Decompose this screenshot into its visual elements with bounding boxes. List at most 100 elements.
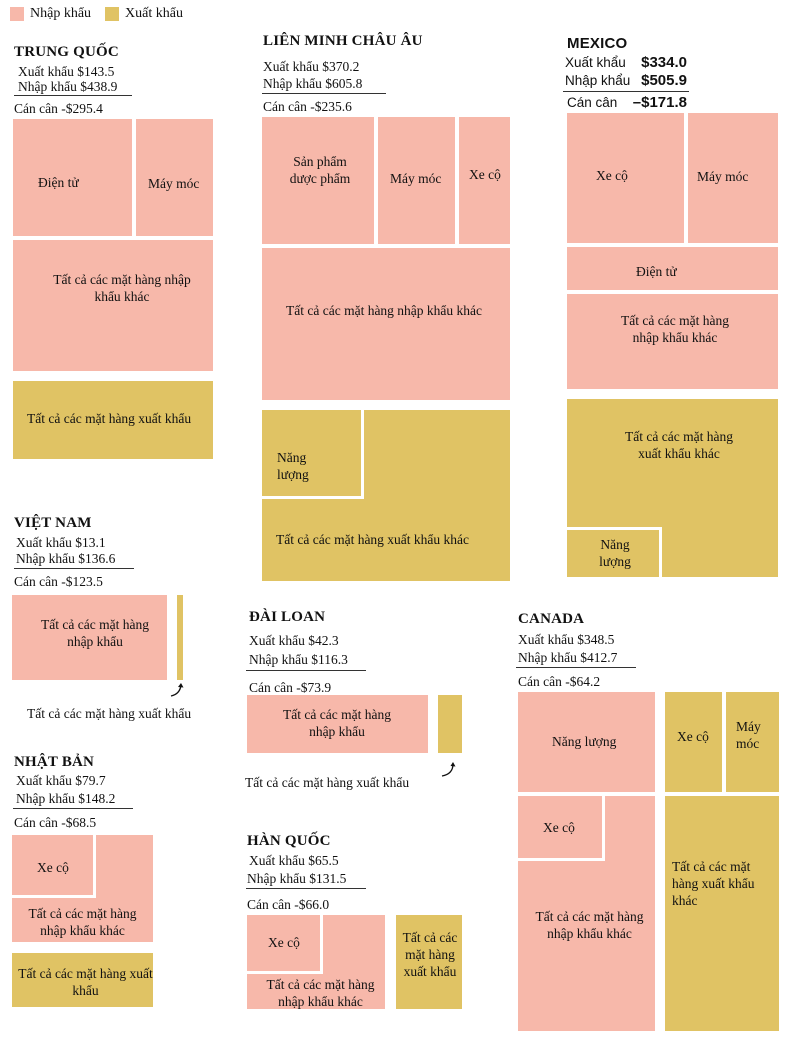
canada-vehicles-imp-rect [518,796,605,861]
mexico-imports-value: $505.9 [641,72,687,89]
canada-other-exports-label: Tất cả các mặt hàng xuất khẩu khác [672,859,755,908]
china-exports: Xuất khẩu $143.5 [18,64,115,79]
canada-imports: Nhập khẩu $412.7 [518,650,618,665]
mexico-machinery-label: Máy móc [697,169,749,184]
legend-export-swatch [105,7,120,21]
eu-exports: Xuất khẩu $370.2 [263,59,360,74]
mexico-other-exports-label: Tất cả các mặt hàng xuất khẩu khác [625,429,733,461]
vietnam-exports-rect [177,595,183,680]
china-balance: Cán cân -$295.4 [14,101,103,116]
canada-vehicles-exp-label: Xe cộ [677,729,709,744]
canada-rule [516,667,636,668]
mexico-title: MEXICO [567,35,628,52]
china-rule [14,95,132,96]
mexico-other-imports-label: Tất cả các mặt hàng nhập khẩu khác [621,313,729,345]
mexico-balance-label: Cán cân [567,95,618,110]
canada-balance: Cán cân -$64.2 [518,674,601,689]
japan-vehicles-rect [12,835,96,898]
mexico-machinery-rect [688,113,778,243]
canada-title: CANADA [518,611,585,627]
japan-title: NHẬT BẢN [14,754,95,770]
mexico-exports: Xuất khẩu $334.0 [565,54,687,71]
mexico-other-imports-rect [567,294,778,389]
taiwan-balance: Cán cân -$73.9 [249,680,332,695]
taiwan-imports: Nhập khẩu $116.3 [249,652,348,667]
taiwan-exports: Xuất khẩu $42.3 [249,633,339,648]
korea-exports: Xuất khẩu $65.5 [249,853,339,868]
canada-vehicles-exp-rect [665,692,722,792]
vietnam-exports-label: Tất cả các mặt hàng xuất khẩu [27,706,192,721]
eu-balance: Cán cân -$235.6 [263,99,352,114]
legend-import-label: Nhập khẩu [30,6,92,21]
vietnam-imports: Nhập khẩu $136.6 [16,551,116,566]
legend-export: Xuất khẩu [105,6,183,22]
china-title: TRUNG QUỐC [14,44,119,60]
eu-energy-rect [262,410,364,499]
korea-title: HÀN QUỐC [247,833,331,849]
legend-export-label: Xuất khẩu [125,6,183,21]
eu-other-imports-label: Tất cả các mặt hàng nhập khẩu khác [286,303,483,318]
vietnam-arrow-icon [170,683,184,697]
korea-vehicles-label: Xe cộ [268,935,300,950]
taiwan-imports-rect [247,695,428,753]
korea-rule [246,888,366,889]
canada-vehicles-imp-label: Xe cộ [543,820,575,835]
korea-exports-rect [396,915,462,1009]
mexico-electronics-label: Điện tử [636,264,677,279]
legend-import: Nhập khẩu [10,6,91,22]
china-imports: Nhập khẩu $438.9 [18,79,118,94]
canada-machinery-rect [726,692,779,792]
legend: Nhập khẩu Xuất khẩu [10,6,197,22]
china-other-imports-rect [13,240,213,371]
taiwan-title: ĐÀI LOAN [249,609,326,625]
china-machinery-rect [136,119,213,236]
korea-balance: Cán cân -$66.0 [247,897,330,912]
eu-energy-label: Năng lượng [277,450,309,482]
china-electronics-rect [13,119,132,236]
canada-machinery-label: Máy móc [736,719,761,751]
mexico-imports: Nhập khẩu $505.9 [565,72,687,89]
mexico-balance-value: –$171.8 [632,94,687,111]
vietnam-rule [14,568,134,569]
japan-vehicles-label: Xe cộ [37,860,69,875]
taiwan-rule [246,670,366,671]
japan-rule [13,808,133,809]
taiwan-exports-label: Tất cả các mặt hàng xuất khẩu [245,775,410,790]
eu-imports: Nhập khẩu $605.8 [263,76,363,91]
mexico-exports-label: Xuất khẩu [565,55,626,70]
china-other-imports-label: Tất cả các mặt hàng nhập khẩu khác [53,272,191,304]
mexico-imports-label: Nhập khẩu [565,73,631,88]
japan-imports: Nhập khẩu $148.2 [16,791,116,806]
canada-energy-rect [518,692,655,792]
legend-import-swatch [10,7,24,21]
vietnam-imports-rect [12,595,167,680]
japan-exports-rect [12,953,153,1007]
china-electronics-label: Điện tử [38,175,79,190]
taiwan-exports-rect [438,695,462,753]
korea-other-imports-label: Tất cả các mặt hàng nhập khẩu khác [266,977,375,1009]
china-exports-label: Tất cả các mặt hàng xuất khẩu [27,411,192,426]
eu-rule [262,93,386,94]
china-machinery-label: Máy móc [148,176,200,191]
eu-vehicles-rect [459,117,510,244]
japan-other-imports-label: Tất cả các mặt hàng nhập khẩu khác [28,906,137,938]
mexico-exports-value: $334.0 [641,54,687,71]
mexico-energy-rect [567,527,662,577]
mexico-electronics-rect [567,247,778,290]
eu-machinery-label: Máy móc [390,171,442,186]
mexico-vehicles-label: Xe cộ [596,168,628,183]
eu-other-exports-label: Tất cả các mặt hàng xuất khẩu khác [276,532,470,547]
eu-pharma-label: Sản phẩm dược phẩm [289,154,351,186]
japan-exports: Xuất khẩu $79.7 [16,773,106,788]
japan-exports-label: Tất cả các mặt hàng xuất khẩu [18,966,153,998]
canada-other-exports-rect [665,796,779,1031]
eu-title: LIÊN MINH CHÂU ÂU [263,33,423,49]
korea-exports-label: Tất cả các mặt hàng xuất khẩu [402,930,458,979]
china-exports-rect [13,381,213,459]
mexico-vehicles-rect [567,113,684,243]
taiwan-arrow-icon [441,762,456,777]
mexico-balance: Cán cân –$171.8 [567,94,687,111]
canada-energy-label: Năng lượng [552,734,617,749]
korea-imports: Nhập khẩu $131.5 [247,871,347,886]
japan-balance: Cán cân -$68.5 [14,815,97,830]
